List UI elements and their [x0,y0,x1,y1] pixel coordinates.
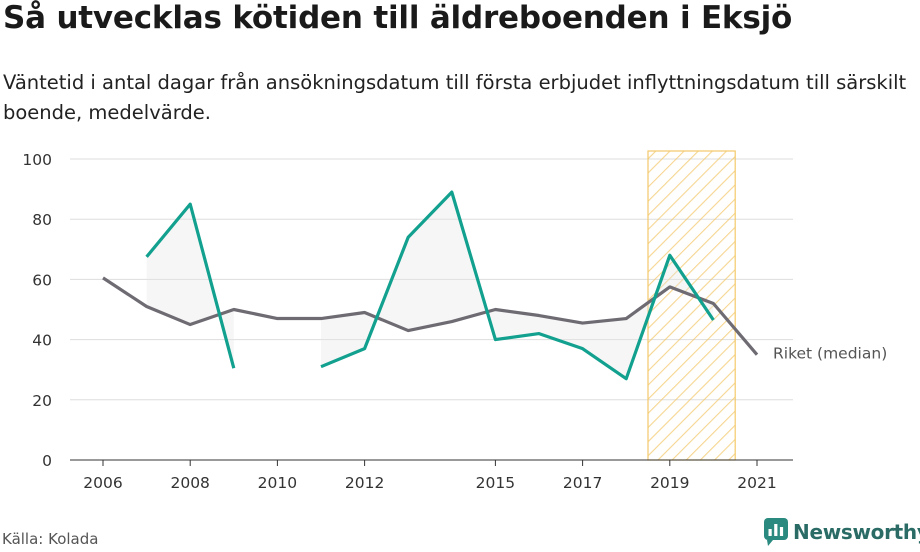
series-line-riket-median [102,276,759,356]
x-tick-label: 2019 [650,474,689,492]
highlight-band-rect [647,150,736,461]
difference-fill-segment [582,318,627,379]
series-lines: Riket (median) [102,190,887,381]
brand-name: Newsworthy [793,520,920,544]
chart-subtitle: Väntetid i antal dagar från ansökningsda… [3,71,907,124]
y-tick-label: 80 [32,211,52,229]
y-tick-label: 20 [32,392,52,410]
axes: 0 20 40 60 80 100 2006 2008 2010 2012 2015 2017 2019… [22,151,793,492]
y-tick-label: 100 [22,151,52,169]
difference-fill-segment [146,204,191,325]
difference-fill-segment [321,312,365,367]
series-line-local [320,190,715,381]
x-tick-label: 2015 [476,474,515,492]
newsworthy-logo-icon [764,518,788,546]
y-tick-label: 60 [32,271,52,289]
x-tick-label: 2021 [737,474,776,492]
x-tick-label: 2010 [258,474,297,492]
y-tick-label: 0 [42,452,52,470]
series-line-local [145,202,236,369]
series-label-riket-median: Riket (median) [773,345,887,363]
difference-fill-segment [539,315,583,349]
x-tick-label: 2006 [83,474,122,492]
x-tick-label: 2012 [345,474,384,492]
x-tick-label: 2017 [563,474,602,492]
brand-logo: Newsworthy [764,518,920,546]
highlight-band [647,150,736,461]
difference-fill-segment [495,309,539,340]
source-note: Källa: Kolada [2,530,99,548]
chart-title: Så utvecklas kötiden till äldreboenden i… [3,0,793,36]
x-tick-label: 2008 [170,474,209,492]
difference-fill [146,192,714,379]
y-tick-label: 40 [32,332,52,350]
